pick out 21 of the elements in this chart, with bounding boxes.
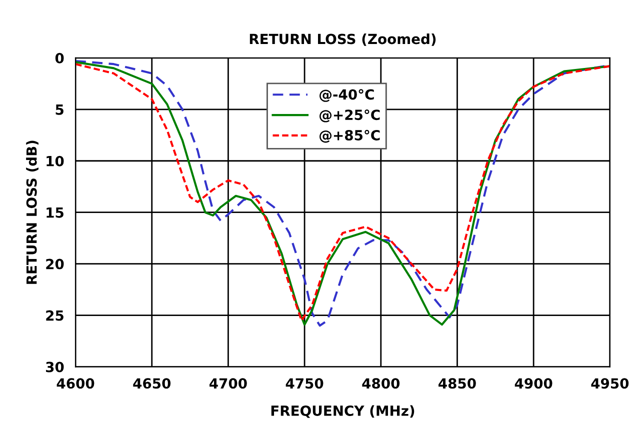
x-tick-label: 4650 — [133, 378, 171, 389]
x-tick-label: 4950 — [591, 378, 629, 389]
chart-title: RETURN LOSS (Zoomed) — [250, 33, 436, 46]
legend-label: @+85°C — [320, 130, 380, 143]
legend-label: @-40°C — [320, 89, 374, 102]
y-tick-label: 0 — [55, 52, 64, 64]
y-tick-label: 5 — [56, 104, 64, 115]
y-tick-label: 30 — [46, 362, 64, 372]
y-tick-label: 25 — [46, 310, 64, 321]
x-tick-label: 4900 — [514, 378, 552, 389]
x-tick-label: 4600 — [56, 378, 94, 389]
x-tick-label: 4800 — [362, 378, 400, 389]
y-tick-label: 15 — [46, 208, 64, 218]
y-axis-title: RETURN LOSS (dB) — [26, 140, 38, 284]
x-tick-label: 4850 — [438, 378, 476, 389]
y-tick-label: 20 — [46, 258, 64, 270]
x-tick-label: 4700 — [210, 378, 247, 389]
y-tick-label: 10 — [46, 156, 64, 166]
x-axis-title: FREQUENCY (MHz) — [271, 405, 414, 418]
legend-label: @+25°C — [320, 109, 380, 122]
x-tick-label: 4750 — [286, 378, 324, 389]
